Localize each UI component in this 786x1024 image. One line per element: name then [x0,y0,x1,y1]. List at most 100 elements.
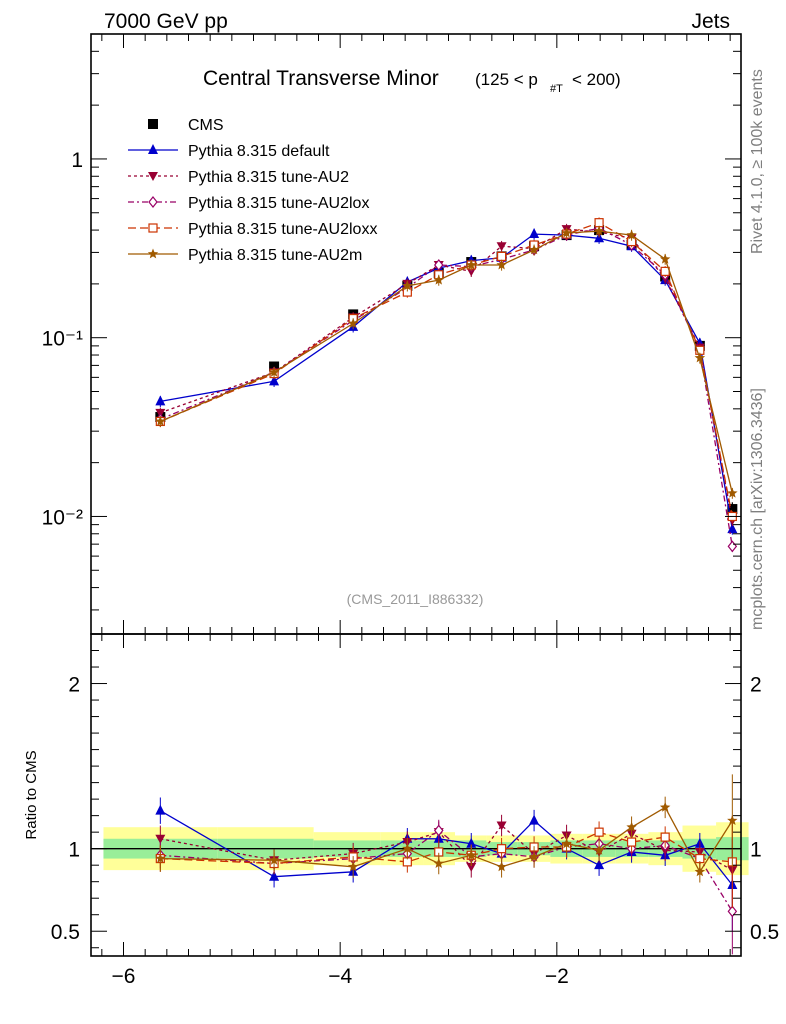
legend-marker [148,223,158,233]
series-point [496,251,507,261]
series-point [528,244,540,255]
x-tick-label: −4 [328,965,352,988]
ratio-point [496,861,507,872]
ratio-series-5 [155,774,738,883]
series-line [160,221,733,517]
legend-label: Pythia 8.315 tune-AU2loxx [188,221,377,238]
series-point [727,487,738,498]
ratio-y-tick-label: 0.5 [51,921,80,944]
ratio-point [594,827,604,837]
jets-label: Jets [691,10,730,33]
series-point [561,227,572,238]
x-tick-label: −6 [112,965,136,988]
energy-label: 7000 GeV pp [104,10,228,33]
mcplots-label: mcplots.cern.ch [arXiv:1306.3436] [749,388,766,630]
series-point [268,366,280,377]
ratio-point [561,838,572,849]
y-tick-label: 1 [71,149,83,172]
title-cut-sub: #T [550,83,563,95]
ratio-point [626,837,637,847]
ratio-point [466,837,477,848]
series-3 [155,222,738,553]
ratio-line [160,806,733,874]
ratio-point [466,849,477,860]
series-point [466,259,477,270]
ratio-point [433,858,444,868]
legend-label: Pythia 8.315 tune-AU2lox [188,195,369,212]
series-point [496,242,507,252]
series-point [433,274,444,285]
ratio-point [433,824,444,837]
ratio-panel: 0.5 0.5 1 1 2 2 −6 −4 −2 Ratio to CMS [23,34,779,988]
ratio-point [402,843,413,854]
chart-title: Central Transverse Minor [203,67,439,90]
ratio-point [529,814,540,825]
ratio-point [660,832,670,842]
series-line [160,227,733,547]
series-0 [155,225,738,517]
title-cut-end: < 200) [572,70,621,89]
series-point [155,416,166,426]
ratio-y-tick-label-right: 1 [750,839,762,862]
ratio-point [594,859,605,870]
ratio-y-tick-label: 1 [68,839,80,862]
legend-marker [148,119,158,129]
legend-marker [148,172,158,181]
ratio-point [496,821,507,831]
ratio-point [268,854,280,865]
series-point [529,228,540,239]
ratio-line [160,831,733,865]
y-tick-label: 10⁻¹ [42,328,83,351]
ratio-y-tick-label: 2 [68,674,80,697]
ratio-point [593,844,605,855]
series-point [347,318,359,328]
y-tick-label: 10⁻² [42,506,83,529]
series-1 [155,228,738,535]
ratio-line [159,810,733,886]
series-point [659,253,671,264]
series-point [269,375,280,386]
ratio-y-tick-label-right: 0.5 [750,921,779,944]
ratio-line [160,829,733,912]
x-tick-label: −2 [545,965,569,988]
ratio-point [269,870,280,881]
ratio-point [347,861,359,872]
rivet-version-label: Rivet 4.1.0, ≥ 100k events [749,69,766,254]
series-point [402,280,413,291]
ratio-line [160,824,733,871]
ratio-point [528,851,540,862]
legend: CMS Pythia 8.315 default Pythia 8.315 tune… [128,117,377,264]
title-cut: (125 < p [475,70,538,89]
ratio-point [155,834,166,844]
ratio-ylabel: Ratio to CMS [23,750,40,839]
cms-data-point [727,504,738,515]
legend-label: Pythia 8.315 tune-AU2 [188,169,349,186]
series-line [160,228,733,521]
series-2 [155,223,738,527]
legend-label: Pythia 8.315 tune-AU2m [188,247,362,264]
ratio-point [155,853,166,863]
ratio-point [155,804,166,815]
legend-label: CMS [188,117,224,134]
series-point [727,540,738,553]
legend-marker [148,196,158,208]
series-point [694,352,706,363]
ratio-point [626,821,637,832]
ratio-point [694,866,706,877]
legend-label: Pythia 8.315 default [188,143,330,160]
series-point [626,229,637,240]
series-5 [155,225,738,499]
series-point [155,395,166,406]
ratio-point [727,905,738,918]
legend-marker [147,248,159,259]
series-point [593,225,605,236]
series-point [496,259,507,270]
series-line [160,230,733,494]
series-point [727,523,738,534]
series-line [160,233,733,530]
legend-marker [148,144,158,154]
ratio-point [659,801,671,812]
ratio-point [727,815,738,825]
ratio-point [496,844,507,854]
